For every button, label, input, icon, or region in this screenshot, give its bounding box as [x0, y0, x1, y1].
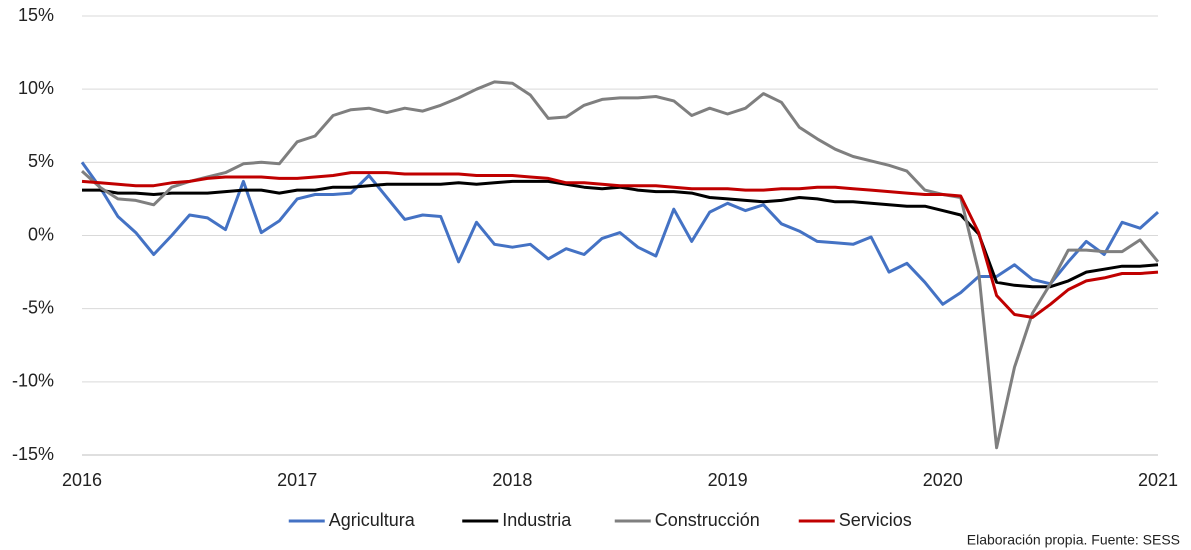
series-line — [80, 80, 1160, 450]
y-tick-label: -15% — [12, 444, 54, 464]
y-tick-label: 5% — [28, 151, 54, 171]
x-tick-label: 2021 — [1138, 470, 1178, 490]
legend-label: Industria — [502, 510, 572, 530]
y-tick-label: 10% — [18, 78, 54, 98]
series-line — [81, 171, 1159, 319]
y-tick-label: -10% — [12, 371, 54, 391]
y-tick-label: 15% — [18, 5, 54, 25]
source-note: Elaboración propia. Fuente: SESS — [967, 532, 1180, 548]
y-tick-label: -5% — [22, 297, 54, 317]
x-tick-label: 2020 — [923, 470, 963, 490]
x-tick-label: 2019 — [708, 470, 748, 490]
x-tick-label: 2017 — [277, 470, 317, 490]
legend-label: Agricultura — [329, 510, 416, 530]
y-tick-label: 0% — [28, 224, 54, 244]
legend-label: Construcción — [655, 510, 760, 530]
legend-label: Servicios — [839, 510, 912, 530]
x-tick-label: 2018 — [492, 470, 532, 490]
x-tick-label: 2016 — [62, 470, 102, 490]
